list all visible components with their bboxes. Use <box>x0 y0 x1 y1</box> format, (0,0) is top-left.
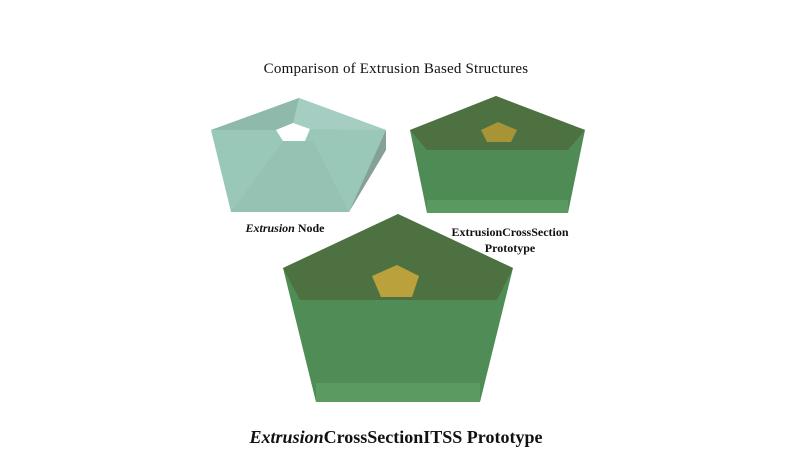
itss-prototype-model <box>283 214 513 402</box>
proto2-base-band <box>427 200 568 213</box>
cross-section-prototype-label: ExtrusionCrossSection Prototype <box>451 225 569 255</box>
proto3-top <box>283 214 513 300</box>
proto3-base-band <box>316 383 480 402</box>
proto3-inner-pentagon <box>372 265 419 297</box>
node-inner-facet-top <box>293 98 386 130</box>
cross-section-prototype-model <box>410 96 585 213</box>
page-title: Comparison of Extrusion Based Structures <box>263 61 529 77</box>
node-inner-facet-left <box>211 98 299 130</box>
node-inner-facet-bottom <box>231 141 349 212</box>
itss-prototype-label: ExtrusionCrossSectionITSS Prototype <box>249 427 543 447</box>
node-hole <box>276 123 310 141</box>
proto2-inner-pentagon <box>481 122 517 142</box>
extrusion-node-label: Extrusion Node <box>245 221 325 235</box>
extrusion-node-model <box>211 98 386 212</box>
